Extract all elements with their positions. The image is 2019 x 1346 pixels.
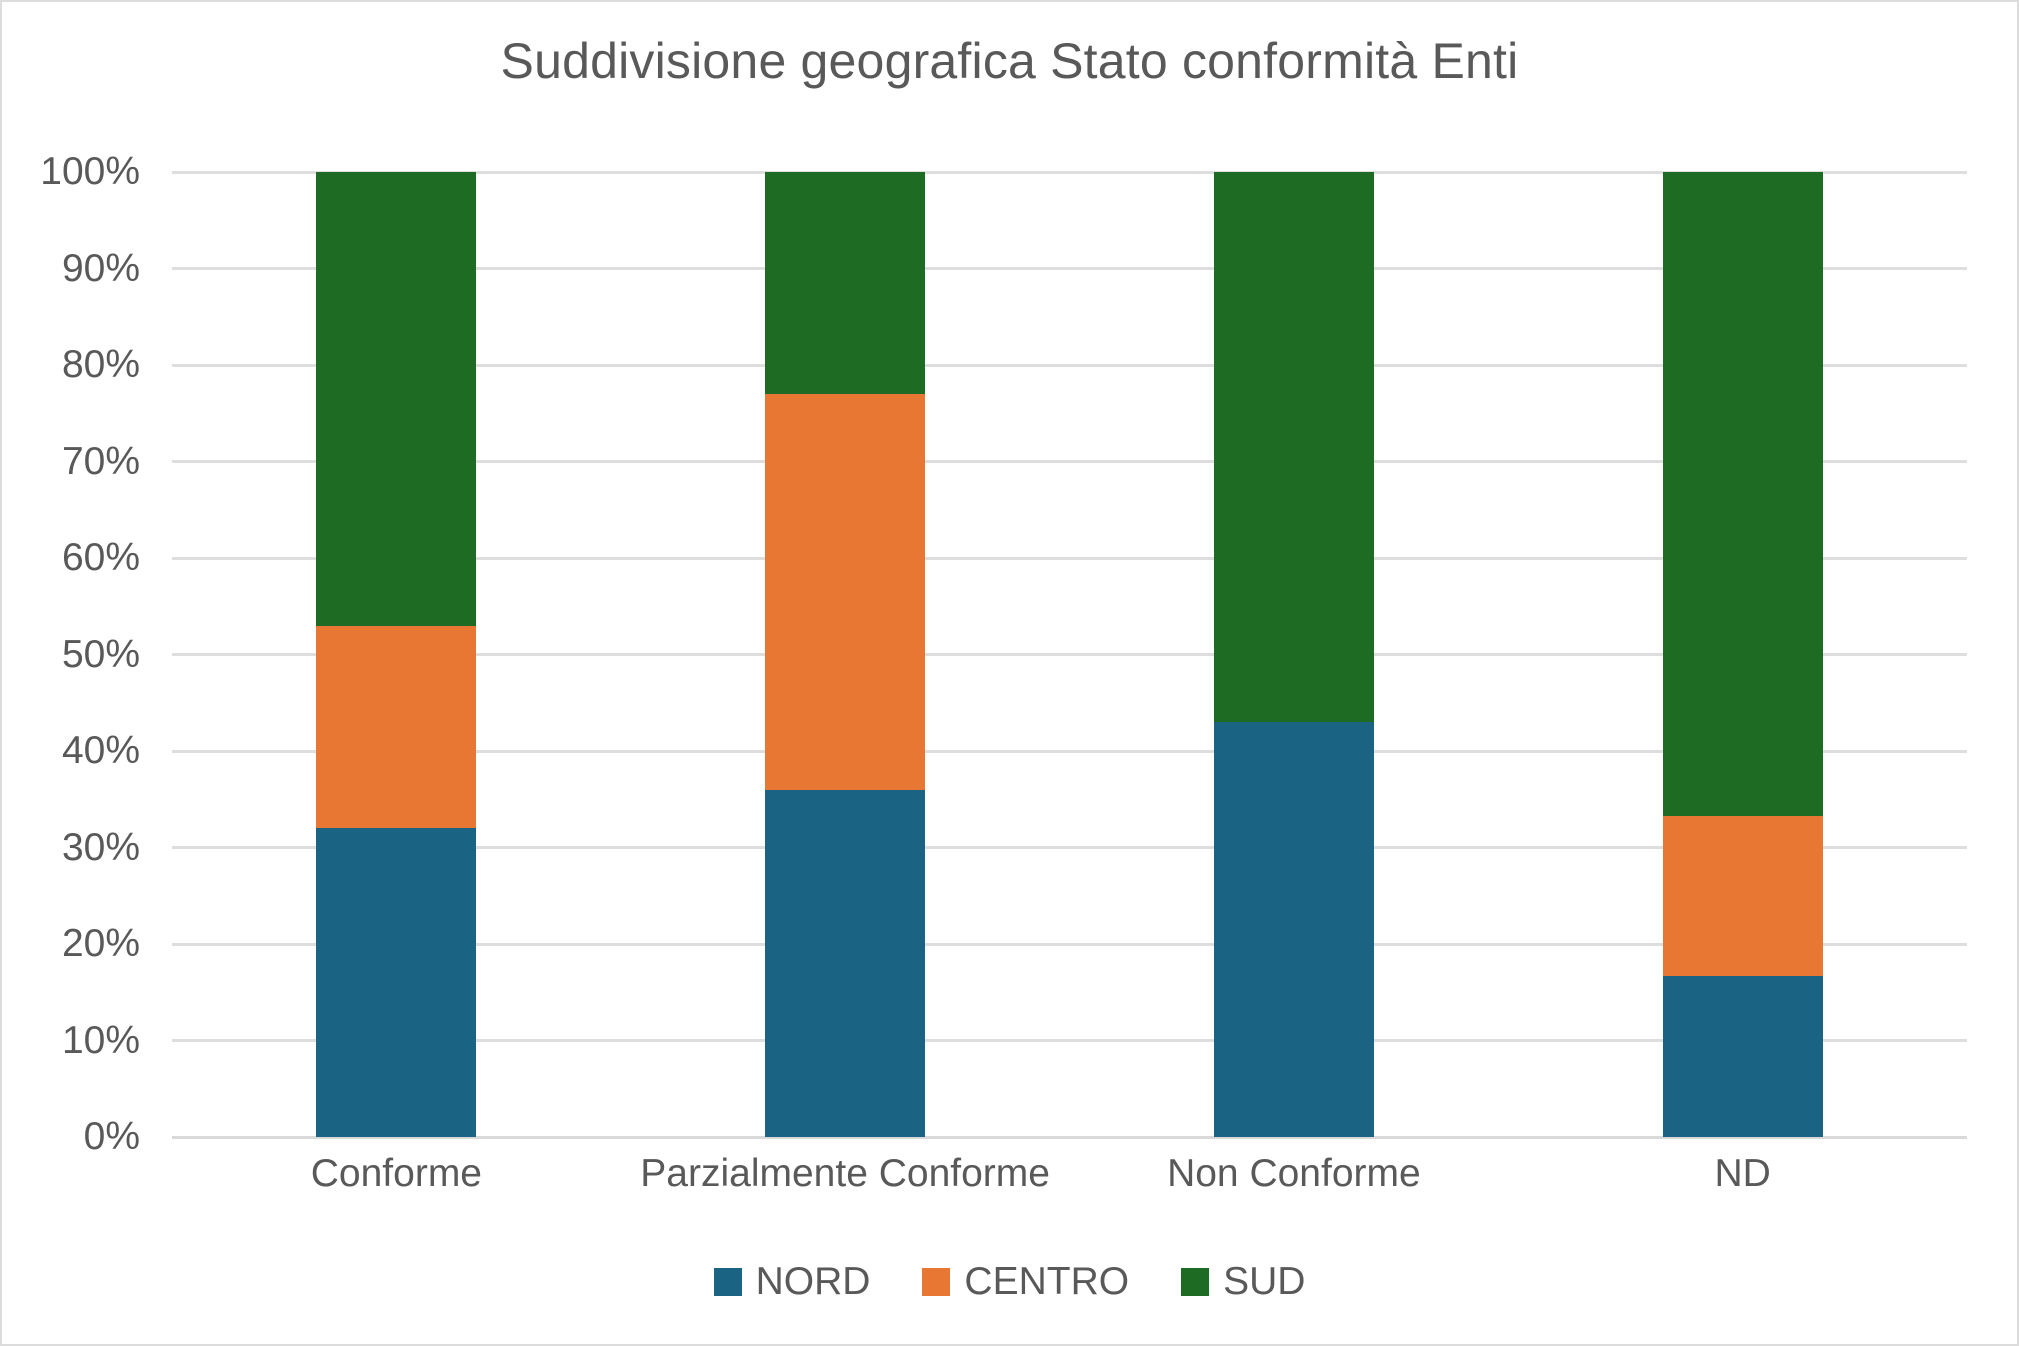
y-axis: 0% 10% 20% 30% 40% 50% 60% 70% 80% 90% 100%: [2, 150, 162, 1158]
legend-swatch-icon: [1181, 1268, 1210, 1296]
bar-segment-centro[interactable]: [316, 625, 477, 829]
bar-segment-sud[interactable]: [316, 172, 477, 626]
y-axis-tick-label: 0%: [83, 1115, 140, 1158]
bar-segment-nord[interactable]: [1213, 722, 1374, 1137]
y-axis-tick-label: 10%: [61, 1018, 140, 1062]
legend-item-nord[interactable]: NORD: [713, 1260, 871, 1304]
bar-segment-sud[interactable]: [1662, 172, 1823, 816]
y-axis-tick-label: 30%: [61, 825, 140, 869]
plot-area: [172, 170, 1967, 1139]
bar-segment-centro[interactable]: [1662, 815, 1823, 976]
x-axis-category-label: Conforme: [310, 1152, 482, 1195]
gridline-60pct: [172, 556, 1967, 560]
bar-group[interactable]: [1662, 172, 1823, 1137]
bar-group[interactable]: [765, 172, 926, 1137]
chart-title: Suddivisione geografica Stato conformità…: [500, 33, 1519, 89]
bar-segment-nord[interactable]: [316, 828, 477, 1137]
y-axis-tick-label: 90%: [61, 246, 140, 290]
y-axis-tick-label: 100%: [40, 150, 140, 193]
bar-segment-nord[interactable]: [1662, 975, 1823, 1137]
legend-label: SUD: [1223, 1260, 1306, 1303]
chart-legend: NORD CENTRO SUD: [2, 1260, 2017, 1304]
x-axis-category-label: ND: [1714, 1152, 1771, 1195]
gridline-20pct: [172, 942, 1967, 946]
bar-segment-nord[interactable]: [765, 789, 926, 1137]
legend-label: NORD: [755, 1260, 871, 1303]
gridline-70pct: [172, 460, 1967, 463]
y-axis-tick-label: 70%: [61, 439, 140, 483]
bar-group[interactable]: [316, 172, 477, 1137]
bar-segment-sud[interactable]: [1213, 172, 1374, 723]
gridline-10pct: [172, 1039, 1967, 1042]
gridline-90pct: [172, 267, 1967, 270]
y-axis-tick-label: 50%: [61, 632, 140, 676]
bar-stack: [1662, 172, 1823, 1137]
y-axis-tick-label: 60%: [61, 536, 140, 579]
x-axis: Conforme Parzialmente Conforme Non Conform…: [172, 1152, 1967, 1222]
y-axis-tick-label: 20%: [61, 922, 140, 965]
legend-swatch-icon: [713, 1268, 742, 1296]
gridline-50pct: [172, 653, 1967, 656]
gridline-40pct: [172, 749, 1967, 753]
bar-segment-centro[interactable]: [765, 393, 926, 790]
bar-stack: [765, 172, 926, 1137]
y-axis-tick-label: 40%: [61, 729, 140, 772]
legend-label: CENTRO: [964, 1260, 1130, 1303]
gridline-30pct: [172, 846, 1967, 849]
bar-group[interactable]: [1213, 172, 1374, 1137]
bar-stack: [316, 172, 477, 1137]
gridline-100pct: [172, 170, 1967, 174]
gridline-80pct: [172, 363, 1967, 367]
x-axis-category-label: Non Conforme: [1167, 1152, 1421, 1195]
bar-stack: [1213, 172, 1374, 1137]
legend-swatch-icon: [922, 1268, 951, 1296]
x-axis-category-label: Parzialmente Conforme: [640, 1152, 1050, 1195]
legend-item-sud[interactable]: SUD: [1181, 1260, 1305, 1304]
y-axis-tick-label: 80%: [61, 343, 140, 386]
legend-item-centro[interactable]: CENTRO: [922, 1260, 1129, 1304]
gridline-0pct: [172, 1135, 1967, 1139]
bar-segment-sud[interactable]: [765, 172, 926, 394]
